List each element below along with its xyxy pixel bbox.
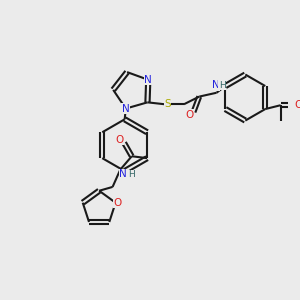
Text: O: O — [113, 198, 122, 208]
Text: O: O — [186, 110, 194, 120]
Text: N: N — [119, 169, 127, 179]
Text: H: H — [128, 170, 135, 179]
Text: H: H — [219, 81, 226, 90]
Text: S: S — [164, 99, 171, 109]
Text: N: N — [212, 80, 219, 90]
Text: N: N — [122, 103, 130, 114]
Text: O: O — [295, 100, 300, 110]
Text: O: O — [115, 135, 123, 145]
Text: N: N — [144, 75, 152, 85]
